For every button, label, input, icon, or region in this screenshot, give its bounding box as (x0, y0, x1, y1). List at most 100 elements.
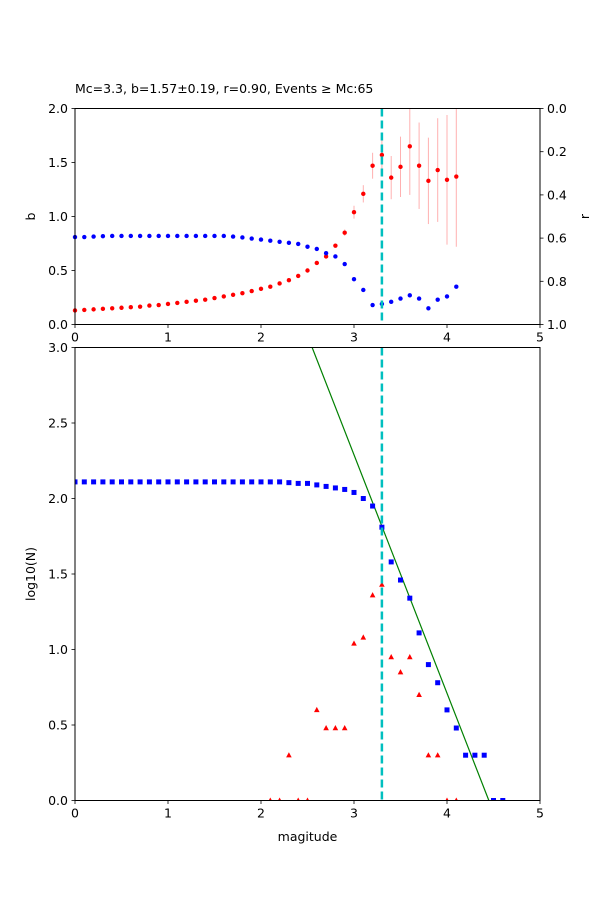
noncumulative-point (296, 797, 300, 801)
r-point (416, 296, 422, 301)
b-point (305, 268, 310, 273)
r-point (398, 296, 403, 301)
cumulative-point (472, 752, 478, 758)
noncumulative-point (360, 634, 367, 640)
cumulative-point (500, 798, 506, 801)
r-point (110, 233, 115, 239)
noncumulative-point (314, 706, 320, 713)
cumulative-point (230, 479, 236, 485)
r-point (389, 299, 394, 305)
cumulative-point (425, 662, 431, 668)
bottom-y-tick-label: 1.5 (48, 567, 68, 582)
r-point (212, 233, 217, 239)
b-point (221, 294, 226, 299)
noncumulative-point (397, 669, 404, 675)
top-x-tick-label: 4 (443, 330, 451, 345)
cumulative-point (314, 482, 320, 488)
top-plot-area (75, 108, 540, 325)
top-x-tick-label: 3 (350, 330, 358, 345)
magnitude-frequency-panel: 0 1 2 3 4 5 0.0 0.5 1.0 1.5 2.0 2.5 3.0 magitude lo… (23, 340, 544, 844)
r-point (454, 284, 459, 289)
r-point (286, 240, 292, 246)
b-point (240, 290, 245, 296)
bottom-x-tick-label: 5 (536, 806, 544, 821)
cumulative-point (174, 479, 180, 485)
cumulative-point (81, 479, 87, 485)
r-point (175, 233, 180, 239)
noncumulative-point (434, 752, 441, 758)
cumulative-point (398, 577, 403, 583)
r-point (426, 306, 431, 311)
r-point (147, 233, 152, 239)
top-y-axis-ticks: 0.0 0.5 1.0 1.5 2.0 (48, 101, 75, 332)
b-point (212, 295, 217, 301)
cumulative-point (332, 485, 338, 491)
cumulative-point (370, 503, 376, 509)
r-point (305, 244, 310, 249)
cumulative-point (146, 479, 152, 485)
noncumulative-point (445, 797, 449, 801)
bottom-x-axis-ticks: 0 1 2 3 4 5 (71, 800, 544, 821)
cumulative-point (463, 752, 469, 758)
b-point (444, 177, 450, 182)
r-point (165, 233, 171, 239)
b-point (128, 305, 133, 310)
cumulative-point (258, 479, 264, 485)
cumulative-point (91, 479, 97, 485)
bottom-x-tick-label: 0 (71, 806, 79, 821)
cumulative-point (342, 486, 348, 492)
cumulative-point (435, 680, 441, 686)
cumulative-point (202, 479, 208, 485)
r-point (342, 261, 347, 267)
noncumulative-point (388, 654, 394, 660)
top-y-tick-label: 0.5 (48, 263, 68, 278)
b-point (249, 288, 254, 294)
b-point (156, 302, 161, 308)
cumulative-point (100, 479, 106, 485)
top-x-tick-label: 2 (257, 330, 265, 345)
bottom-y-tick-label: 0.0 (48, 793, 68, 808)
top-y-tick-label: 1.5 (48, 155, 68, 170)
bottom-x-tick-label: 3 (350, 806, 358, 821)
top-right-axis-label: r (577, 213, 592, 219)
r-point (184, 233, 189, 239)
r-point (249, 236, 254, 241)
r-point (119, 233, 124, 239)
top-x-tick-label: 1 (164, 330, 172, 345)
r-point (370, 302, 375, 308)
r-point (91, 234, 96, 239)
b-point (351, 209, 357, 215)
r-point (323, 251, 329, 256)
b-point (314, 260, 319, 266)
top-right-axis-ticks: 0.0 0.2 0.4 0.6 0.8 1.0 (540, 101, 567, 332)
r-point (268, 238, 273, 243)
top-plot-frame (74, 108, 541, 325)
r-point (258, 237, 264, 242)
cumulative-point (323, 483, 329, 489)
r-point (444, 294, 450, 299)
b-point (435, 167, 440, 173)
noncumulative-point (341, 725, 348, 731)
r-point (435, 297, 440, 302)
bottom-plot-frame (74, 347, 541, 801)
b-point (147, 303, 152, 308)
top-y-tick-label: 1.0 (48, 209, 68, 224)
r-point (333, 254, 338, 259)
b-point (230, 292, 236, 297)
cumulative-point (407, 595, 413, 601)
noncumulative-point (369, 592, 376, 598)
cumulative-point (119, 479, 124, 485)
r-point (351, 276, 357, 282)
r-point (128, 233, 133, 239)
cumulative-point (137, 479, 143, 485)
bottom-x-axis-label: magitude (278, 829, 338, 844)
noncumulative-point (268, 797, 272, 801)
cumulative-point (444, 707, 450, 713)
cumulative-point (109, 479, 115, 485)
r-point (100, 233, 106, 239)
b-point (203, 297, 208, 302)
r-point (230, 234, 236, 239)
top-x-axis-ticks: 0 1 2 3 4 5 (71, 324, 544, 345)
cumulative-point (212, 479, 217, 485)
